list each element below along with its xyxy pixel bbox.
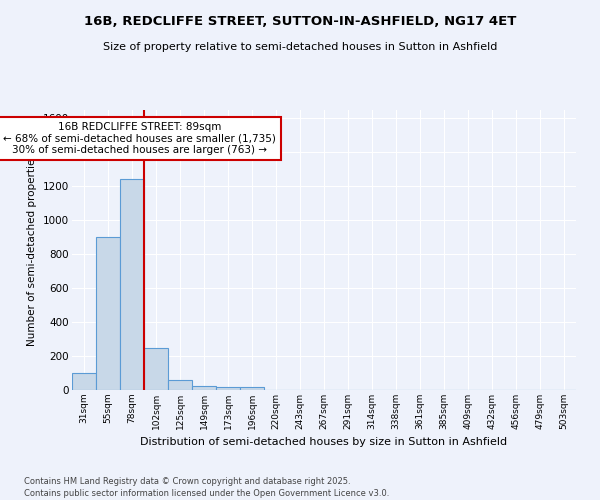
Bar xyxy=(120,178,144,390)
Bar xyxy=(168,380,192,390)
Bar xyxy=(72,373,96,390)
Text: Contains public sector information licensed under the Open Government Licence v3: Contains public sector information licen… xyxy=(24,489,389,498)
Bar xyxy=(96,238,120,390)
Bar xyxy=(216,386,240,390)
Text: 16B, REDCLIFFE STREET, SUTTON-IN-ASHFIELD, NG17 4ET: 16B, REDCLIFFE STREET, SUTTON-IN-ASHFIEL… xyxy=(84,15,516,28)
Bar xyxy=(144,348,168,390)
Text: Size of property relative to semi-detached houses in Sutton in Ashfield: Size of property relative to semi-detach… xyxy=(103,42,497,52)
Y-axis label: Number of semi-detached properties: Number of semi-detached properties xyxy=(28,154,37,346)
Text: 16B REDCLIFFE STREET: 89sqm
← 68% of semi-detached houses are smaller (1,735)
30: 16B REDCLIFFE STREET: 89sqm ← 68% of sem… xyxy=(3,122,275,155)
Bar xyxy=(240,388,264,390)
Text: Contains HM Land Registry data © Crown copyright and database right 2025.: Contains HM Land Registry data © Crown c… xyxy=(24,478,350,486)
Bar xyxy=(192,386,216,390)
X-axis label: Distribution of semi-detached houses by size in Sutton in Ashfield: Distribution of semi-detached houses by … xyxy=(140,438,508,448)
